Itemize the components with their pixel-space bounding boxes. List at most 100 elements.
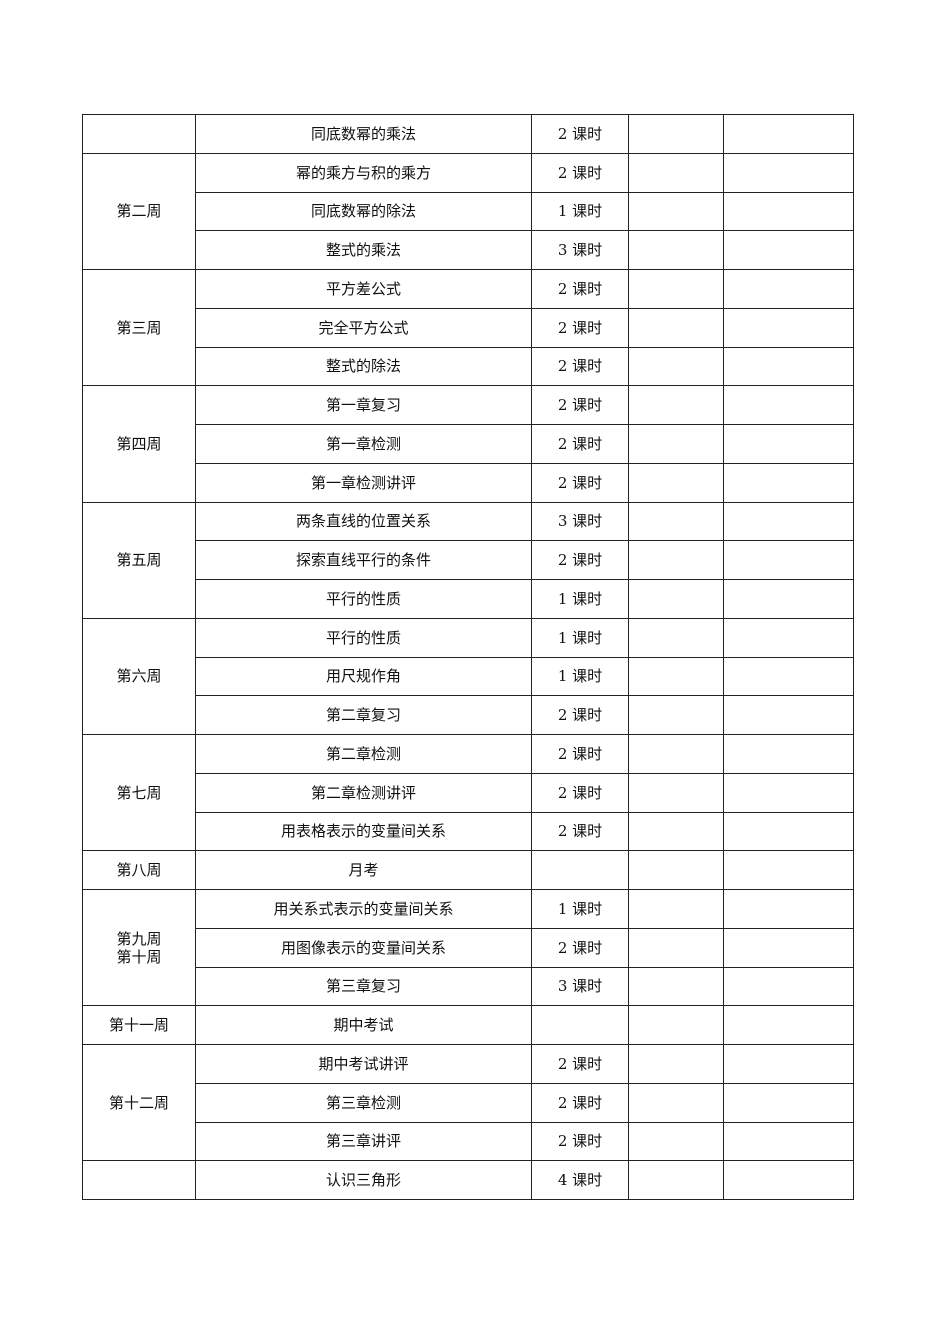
hours-cell: 2 课时 [531, 269, 629, 309]
table-row: 第三章检测 2 课时 [83, 1082, 854, 1123]
empty-cell [628, 1160, 724, 1200]
empty-cell [723, 656, 854, 697]
table-row: 认识三角形 4 课时 [82, 1160, 854, 1200]
week-cell: 第五周 [82, 501, 196, 619]
empty-cell [628, 152, 724, 193]
empty-cell [628, 540, 724, 580]
hours-cell: 3 课时 [531, 501, 629, 542]
hours-cell [531, 850, 629, 890]
empty-cell [723, 889, 854, 929]
empty-cell [628, 617, 724, 658]
table-row: 第一章检测讲评 2 课时 [83, 462, 854, 503]
empty-cell [628, 695, 724, 735]
topic-cell: 用表格表示的变量间关系 [195, 811, 532, 852]
empty-cell [723, 540, 854, 580]
hours-cell: 2 课时 [531, 734, 629, 774]
hours-cell: 2 课时 [531, 927, 629, 968]
week-cell [82, 1160, 196, 1200]
empty-cell [723, 269, 854, 309]
hours-cell: 2 课时 [531, 1121, 629, 1162]
week-cell: 第九周 第十周 [82, 888, 196, 1007]
empty-cell [628, 1005, 724, 1045]
teaching-schedule-table: 同底数幂的乘法 2 课时 第二周 幂的乘方与积的乘方 2 课时 同底数幂的除法 1 课时 整式… [82, 114, 854, 1200]
topic-cell: 整式的除法 [195, 346, 532, 387]
table-row: 第三章复习 3 课时 [83, 966, 854, 1007]
table-row: 第三章讲评 2 课时 [83, 1121, 854, 1162]
hours-cell: 2 课时 [531, 346, 629, 387]
hours-cell: 2 课时 [531, 772, 629, 813]
table-row: 第九周 第十周 用关系式表示的变量间关系 1 课时 [82, 888, 854, 1007]
table-row: 第八周 月考 [82, 850, 854, 890]
hours-cell: 2 课时 [531, 307, 629, 348]
empty-cell [628, 501, 724, 542]
empty-cell [723, 462, 854, 503]
week-cell: 第十一周 [82, 1005, 196, 1045]
topic-cell: 用尺规作角 [195, 656, 532, 697]
empty-cell [723, 1121, 854, 1162]
hours-cell: 1 课时 [531, 191, 629, 232]
topic-cell: 第一章检测讲评 [195, 462, 532, 503]
week-cell: 第三周 [82, 268, 196, 387]
topic-cell: 第二章检测 [195, 734, 532, 774]
hours-cell: 3 课时 [531, 230, 629, 270]
hours-cell: 1 课时 [531, 617, 629, 658]
topic-cell: 整式的乘法 [195, 230, 532, 270]
topic-cell: 平行的性质 [195, 579, 532, 619]
topic-cell: 第二章检测讲评 [195, 772, 532, 813]
empty-cell [628, 462, 724, 503]
hours-cell: 3 课时 [531, 966, 629, 1007]
week-cell: 第四周 [82, 385, 196, 503]
empty-cell [628, 811, 724, 852]
topic-cell: 探索直线平行的条件 [195, 540, 532, 580]
topic-cell: 认识三角形 [195, 1160, 532, 1200]
empty-cell [723, 230, 854, 270]
empty-cell [723, 579, 854, 619]
empty-cell [628, 191, 724, 232]
empty-cell [628, 772, 724, 813]
table-row: 第十一周 期中考试 [82, 1005, 854, 1045]
empty-cell [723, 114, 854, 154]
table-row: 整式的乘法 3 课时 [83, 230, 854, 270]
empty-cell [628, 307, 724, 348]
topic-cell: 完全平方公式 [195, 307, 532, 348]
empty-cell [723, 501, 854, 542]
empty-cell [628, 230, 724, 270]
hours-cell: 2 课时 [531, 540, 629, 580]
empty-cell [723, 772, 854, 813]
empty-cell [628, 927, 724, 968]
empty-cell [723, 307, 854, 348]
empty-cell [628, 1121, 724, 1162]
hours-cell: 1 课时 [531, 889, 629, 929]
week-cell: 第八周 [82, 850, 196, 890]
table-row: 用图像表示的变量间关系 2 课时 [83, 927, 854, 968]
topic-cell: 同底数幂的乘法 [195, 114, 532, 154]
topic-cell: 两条直线的位置关系 [195, 501, 532, 542]
empty-cell [628, 114, 724, 154]
empty-cell [628, 734, 724, 774]
empty-cell [723, 191, 854, 232]
empty-cell [723, 734, 854, 774]
topic-cell: 月考 [195, 850, 532, 890]
empty-cell [628, 1082, 724, 1123]
week-cell: 第二周 [82, 152, 196, 271]
table-row: 第二周 幂的乘方与积的乘方 2 课时 [82, 152, 854, 271]
hours-cell: 2 课时 [531, 1082, 629, 1123]
empty-cell [723, 811, 854, 852]
topic-cell: 第三章讲评 [195, 1121, 532, 1162]
empty-cell [723, 385, 854, 425]
table-row: 第四周 第一章复习 2 课时 [82, 385, 854, 503]
topic-cell: 期中考试 [195, 1005, 532, 1045]
table-row: 第五周 两条直线的位置关系 3 课时 [82, 501, 854, 619]
topic-cell: 平行的性质 [195, 617, 532, 658]
hours-cell: 2 课时 [531, 152, 629, 193]
table-row: 第二章复习 2 课时 [83, 695, 854, 735]
table-row: 平行的性质 1 课时 [83, 579, 854, 619]
topic-cell: 第二章复习 [195, 695, 532, 735]
table-row: 整式的除法 2 课时 [83, 346, 854, 387]
empty-cell [723, 695, 854, 735]
empty-cell [723, 1044, 854, 1084]
empty-cell [628, 346, 724, 387]
table-body: 同底数幂的乘法 2 课时 第二周 幂的乘方与积的乘方 2 课时 同底数幂的除法 1 课时 整式… [82, 114, 854, 1200]
hours-cell: 2 课时 [531, 1044, 629, 1084]
table-row: 同底数幂的乘法 2 课时 [82, 114, 854, 154]
